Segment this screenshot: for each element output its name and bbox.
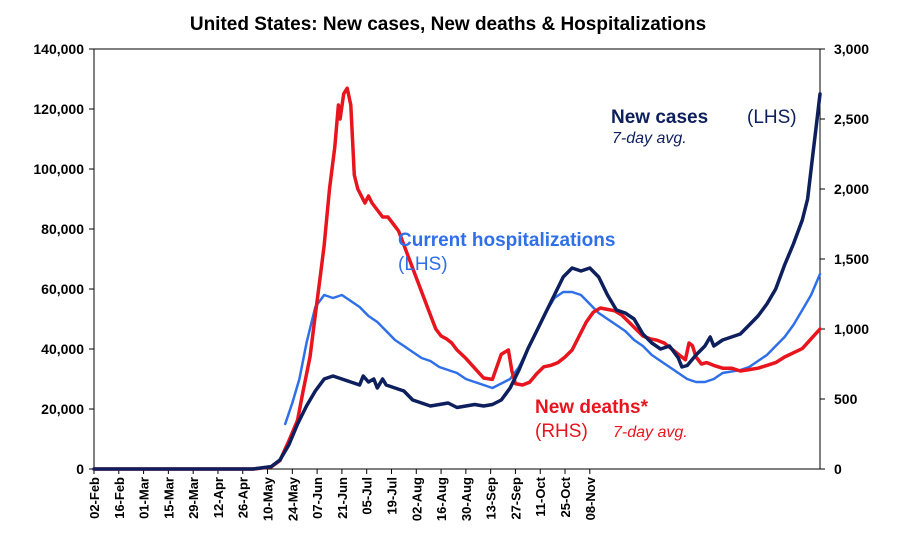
left-axis-tick-label: 0: [76, 461, 84, 477]
x-axis-tick-label: 02-Aug: [409, 477, 424, 521]
right-axis-tick-label: 1,000: [834, 321, 869, 337]
left-axis-tick-label: 120,000: [33, 101, 84, 117]
x-axis-tick-label: 02-Feb: [87, 477, 102, 519]
x-axis-tick-label: 16-Aug: [434, 477, 449, 521]
right-axis-tick-label: 1,500: [834, 251, 869, 267]
x-axis-tick-label: 24-May: [285, 476, 300, 521]
x-axis-tick-label: 12-Apr: [211, 477, 226, 518]
annotation-cases-sub: 7-day avg.: [612, 130, 687, 147]
left-axis-tick-label: 40,000: [41, 341, 84, 357]
x-axis-tick-label: 29-Mar: [186, 477, 201, 519]
annotation-cases-title: New cases: [611, 107, 708, 128]
annotation-deaths-sub: 7-day avg.: [613, 424, 688, 441]
x-axis-tick-label: 25-Oct: [558, 476, 573, 517]
right-axis-tick-label: 500: [834, 391, 858, 407]
x-axis-tick-label: 05-Jul: [360, 477, 375, 515]
right-axis-tick-label: 2,000: [834, 181, 869, 197]
left-axis-tick-label: 20,000: [41, 401, 84, 417]
x-axis-tick-label: 16-Feb: [112, 477, 127, 519]
series-line-new-deaths: [92, 86, 822, 471]
series-line-new-cases: [92, 92, 822, 471]
x-axis-tick-label: 13-Sep: [484, 477, 499, 520]
left-axis-tick-label: 60,000: [41, 281, 84, 297]
left-axis-tick-label: 80,000: [41, 221, 84, 237]
annotation-cases-axis: (LHS): [747, 107, 797, 128]
x-axis-tick-label: 27-Sep: [508, 477, 523, 520]
x-axis-tick-label: 08-Nov: [583, 476, 598, 520]
x-axis-tick-label: 30-Aug: [459, 477, 474, 521]
x-axis-tick-label: 01-Mar: [137, 477, 152, 519]
x-axis-tick-label: 21-Jun: [335, 477, 350, 519]
annotation-deaths-axis: (RHS): [535, 421, 588, 442]
chart-title: United States: New cases, New deaths & H…: [190, 14, 706, 35]
annotation-deaths-title: New deaths*: [535, 397, 649, 418]
right-axis-tick-label: 2,500: [834, 111, 869, 127]
left-axis-tick-label: 100,000: [33, 161, 84, 177]
x-axis-tick-label: 11-Oct: [533, 476, 548, 516]
annotation-hosp-axis: (LHS): [398, 254, 448, 275]
x-axis-tick-label: 15-Mar: [161, 477, 176, 519]
x-axis-tick-label: 10-May: [261, 476, 276, 521]
x-axis-tick-label: 19-Jul: [384, 477, 399, 515]
x-axis-tick-label: 07-Jun: [310, 477, 325, 519]
right-axis-tick-label: 3,000: [834, 41, 869, 57]
annotation-hosp-title: Current hospitalizations: [398, 230, 615, 251]
left-axis-tick-label: 140,000: [33, 41, 84, 57]
right-axis-tick-label: 0: [834, 461, 842, 477]
x-axis-tick-label: 26-Apr: [236, 477, 251, 518]
